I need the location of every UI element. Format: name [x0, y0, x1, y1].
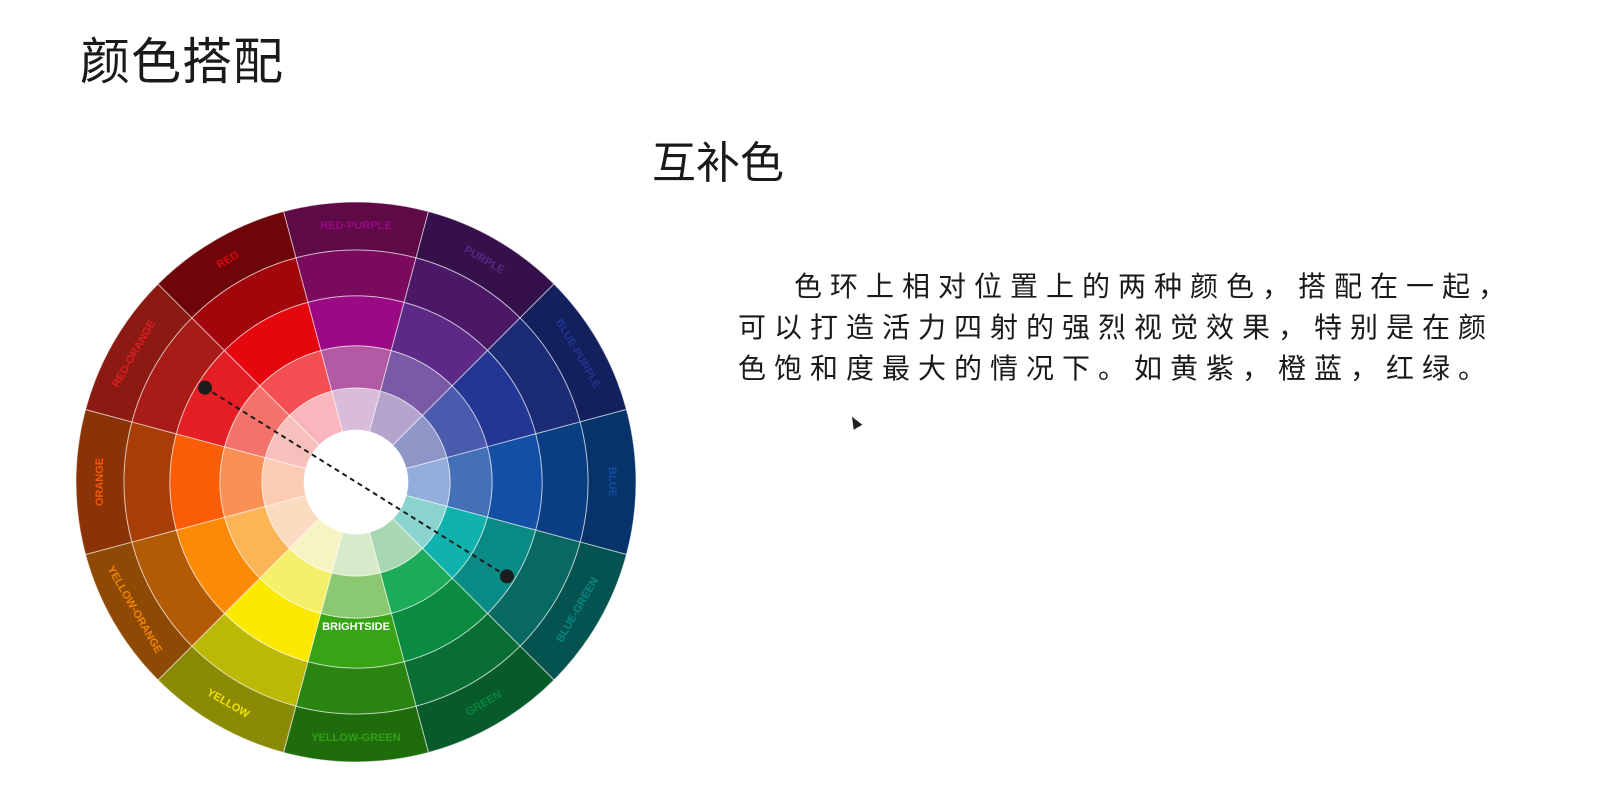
wheel-cell-red-purple-ring-2 [295, 249, 417, 303]
wheel-watermark: BRIGHTSIDE [322, 621, 390, 633]
wheel-cell-red-ring-5 [288, 390, 344, 446]
wheel-cell-orange-ring-2 [123, 421, 177, 543]
wheel-cell-blue-ring-2 [535, 421, 589, 543]
mouse-cursor-icon [847, 414, 863, 430]
wheel-cell-blue-ring-3 [486, 433, 543, 531]
wheel-label-blue: BLUE [606, 467, 618, 497]
wheel-cell-orange-ring-3 [169, 433, 226, 531]
description-text: 色环上相对位置上的两种颜色，搭配在一起，可以打造活力四射的强烈视觉效果，特别是在… [738, 270, 1515, 385]
color-wheel: RED-PURPLE PURPLE BLUE-PURPLE BLUE BLUE-GREE… [72, 198, 640, 766]
wheel-cell-red-purple-ring-4 [320, 345, 392, 392]
wheel-cell-yellow-green-ring-2 [295, 661, 417, 715]
page-title: 颜色搭配 [80, 33, 284, 91]
wheel-cell-red-purple-ring-3 [307, 295, 405, 352]
wheel-cell-orange-ring-4 [219, 446, 266, 518]
complement-dot-green [499, 569, 514, 584]
complement-dot-red [198, 380, 213, 395]
wheel-label-yellow-green: YELLOW-GREEN [311, 732, 401, 744]
wheel-center [304, 430, 408, 534]
wheel-label-orange: ORANGE [94, 458, 106, 506]
wheel-label-red-purple: RED-PURPLE [320, 220, 392, 232]
wheel-cell-blue-ring-4 [446, 446, 493, 518]
wheel-segments [75, 201, 637, 763]
wheel-cell-yellow-green-ring-4 [320, 572, 392, 619]
section-title: 互补色 [652, 138, 784, 189]
color-wheel-svg: RED-PURPLEPURPLEBLUE-PURPLEBLUEBLUE-GREE… [75, 201, 637, 763]
